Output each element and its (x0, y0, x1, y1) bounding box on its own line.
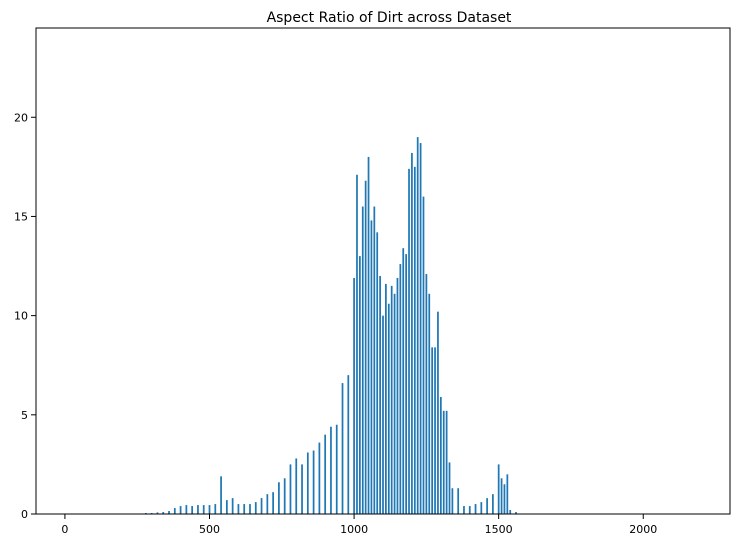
bar (179, 506, 182, 514)
bar (278, 482, 280, 514)
bar (439, 396, 442, 514)
bar (503, 484, 506, 514)
bar (335, 424, 338, 514)
bar (382, 315, 384, 514)
bar (486, 498, 488, 514)
y-tick-label: 15 (14, 210, 28, 223)
x-axis: 0 500 1000 1500 2000 (61, 514, 657, 536)
bar (448, 462, 451, 514)
bar (399, 264, 402, 514)
x-tick-label: 2000 (629, 523, 657, 536)
bar (318, 442, 321, 514)
bar (237, 504, 240, 514)
bar (437, 311, 439, 514)
bar (457, 488, 460, 514)
bar (390, 285, 393, 514)
bar (515, 512, 517, 514)
bar (208, 505, 211, 514)
bar (266, 494, 269, 514)
bar (356, 174, 358, 515)
bar (353, 277, 355, 514)
bar (173, 508, 176, 514)
bar (359, 256, 361, 514)
bar (497, 464, 500, 514)
bar (408, 168, 410, 514)
bar (434, 347, 436, 514)
bar (506, 474, 509, 514)
bar (396, 277, 399, 514)
bar (295, 458, 298, 514)
bar (243, 504, 246, 514)
x-tick-label: 500 (199, 523, 220, 536)
bar (405, 254, 408, 514)
bar (156, 512, 159, 514)
bar (509, 510, 512, 514)
bar (330, 426, 332, 514)
bar (197, 505, 199, 514)
bar (272, 492, 274, 514)
bar (385, 283, 387, 514)
bar (347, 375, 350, 514)
bar (231, 498, 234, 514)
bar (468, 506, 471, 514)
y-axis: 0 5 10 15 20 (14, 111, 36, 521)
chart-title: Aspect Ratio of Dirt across Dataset (267, 10, 512, 26)
bar (419, 143, 422, 515)
bar (370, 220, 373, 515)
plot-frame (35, 27, 731, 515)
x-tick-label: 1000 (340, 523, 368, 536)
bar (306, 452, 309, 514)
bar (425, 273, 428, 514)
y-tick-label: 20 (14, 111, 28, 124)
bar (428, 293, 431, 514)
bar (162, 512, 165, 514)
bar (413, 166, 416, 515)
bar (422, 196, 425, 515)
bar (500, 478, 503, 514)
y-tick-label: 10 (14, 310, 28, 323)
bar (225, 500, 228, 514)
bar (324, 434, 327, 514)
bar (364, 180, 367, 515)
x-tick-label: 1500 (485, 523, 513, 536)
bar (249, 504, 251, 514)
bar (402, 248, 405, 514)
x-tick-label: 0 (61, 523, 68, 536)
bars-group (145, 137, 517, 515)
bar (373, 206, 376, 514)
bar (289, 464, 292, 514)
bar (202, 505, 205, 514)
bar (367, 156, 370, 514)
bar (260, 498, 263, 514)
bar (283, 478, 286, 514)
bar (480, 502, 483, 514)
bar (431, 347, 434, 514)
bar (191, 506, 194, 514)
y-tick-label: 0 (21, 508, 28, 521)
bar (411, 152, 413, 514)
bar (492, 494, 494, 514)
bar (376, 232, 379, 514)
bar (341, 383, 344, 514)
bar (474, 504, 477, 514)
bar (416, 137, 419, 514)
bar (312, 450, 315, 514)
bar (214, 504, 217, 514)
bar (451, 488, 454, 514)
bar (185, 505, 188, 514)
bar (168, 511, 170, 514)
bar (445, 410, 448, 514)
bar (463, 506, 465, 514)
bar (442, 410, 445, 514)
bar (387, 303, 390, 514)
bar (393, 293, 396, 514)
bar (361, 206, 364, 514)
bar (254, 502, 257, 514)
bar (379, 275, 381, 514)
bar (301, 464, 303, 514)
bar (220, 476, 222, 514)
y-tick-label: 5 (21, 409, 28, 422)
